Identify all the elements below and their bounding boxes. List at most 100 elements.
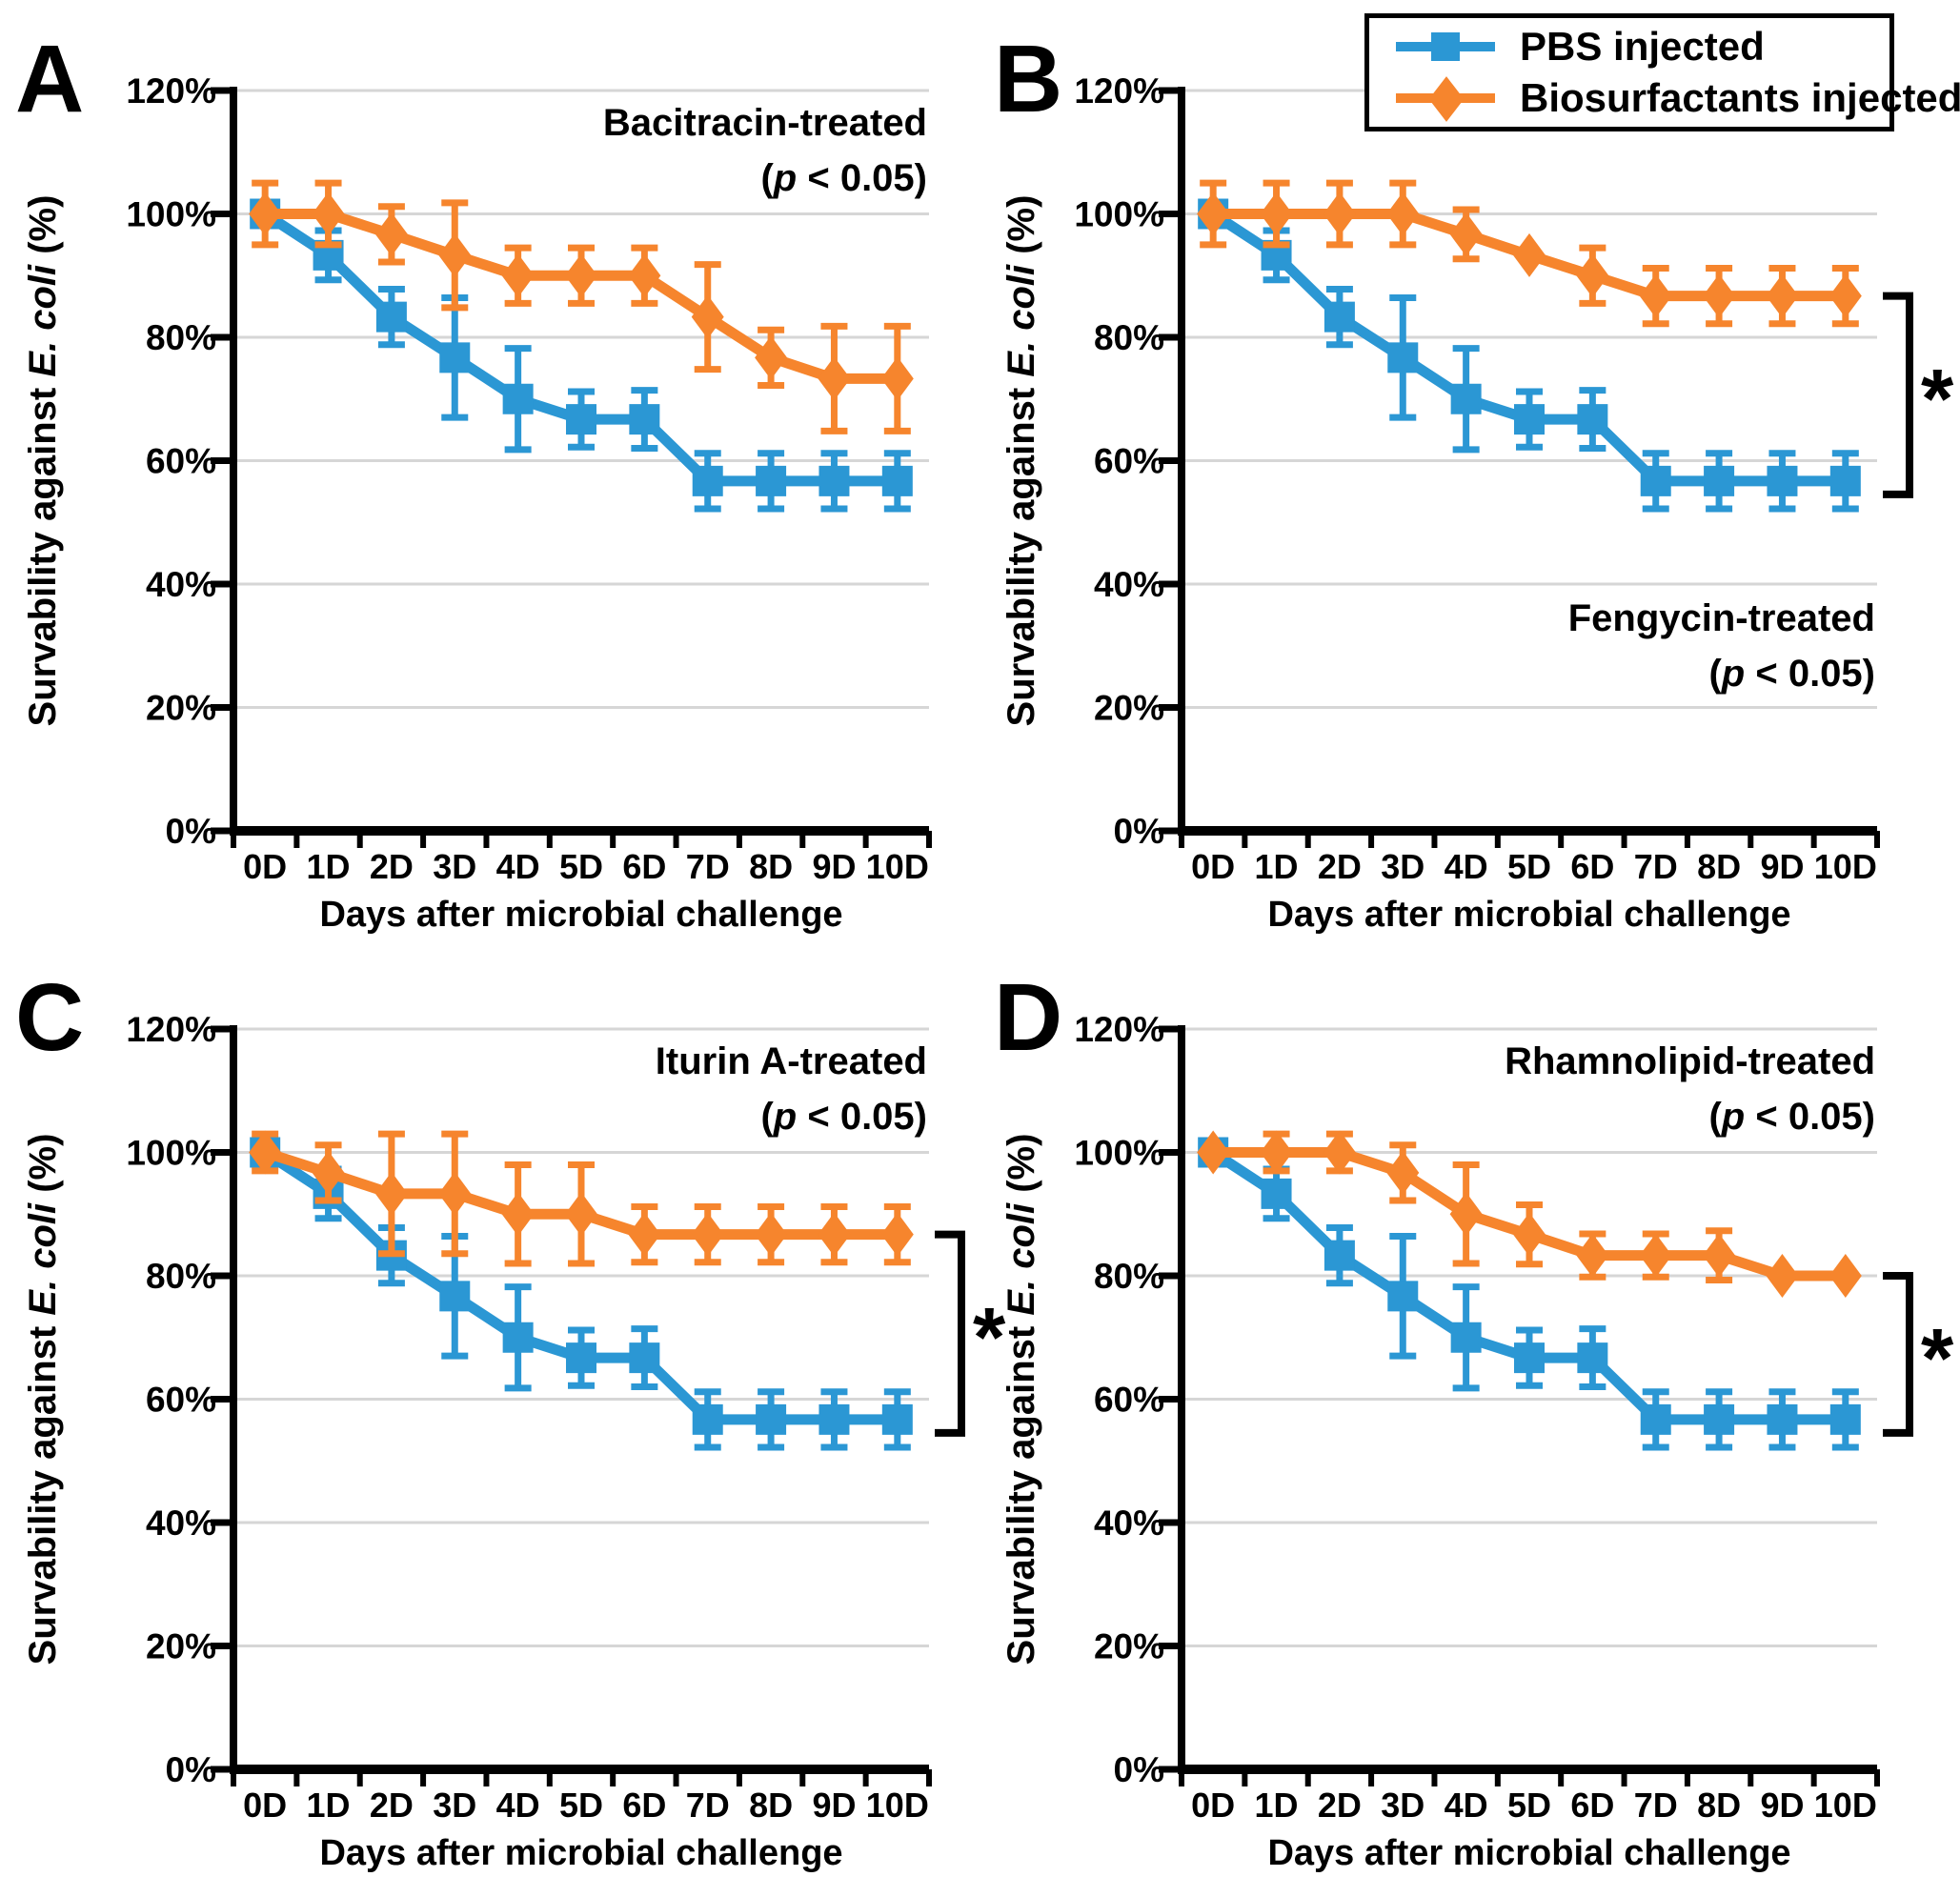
data-point-diamond (1703, 1233, 1736, 1278)
series-pbs-injected (1198, 198, 1861, 513)
series-biosurfactants-injected (1197, 179, 1862, 328)
data-point-diamond (1513, 232, 1546, 277)
data-point-diamond (880, 356, 914, 401)
data-point-square (629, 404, 660, 435)
gridlines (233, 89, 929, 709)
data-point-square (1640, 1403, 1671, 1435)
svg-text:8D: 8D (749, 847, 793, 886)
panel-letter-c: C (15, 964, 85, 1071)
svg-text:0%: 0% (1114, 812, 1164, 851)
biosurfactants-diamond-marker-icon (1428, 76, 1465, 122)
panel-a: 0% 20% 40% 60% 80% 100% 120% 0D 1D 2D 3D 4D 5D 6D 7D 8D… (0, 0, 981, 938)
x-tick-labels: 0D 1D 2D 3D 4D 5D 6D 7D 8D 9D 10D (243, 847, 929, 886)
svg-text:40%: 40% (146, 565, 216, 604)
axes (1159, 1025, 1880, 1786)
data-point-square (439, 1281, 471, 1312)
data-point-diamond (691, 294, 724, 339)
legend-item-pbs: PBS injected (1396, 24, 1889, 69)
svg-text:8D: 8D (749, 1786, 793, 1825)
gridlines (1182, 1027, 1877, 1647)
svg-text:6D: 6D (1570, 1786, 1614, 1825)
y-tick-labels: 0% 20% 40% 60% 80% 100% 120% (126, 71, 216, 851)
svg-text:4D: 4D (1445, 847, 1488, 886)
significance-bracket: * (1883, 292, 1954, 498)
treatment-label: Iturin A-treated (656, 1040, 927, 1082)
svg-text:0%: 0% (166, 812, 216, 851)
data-point-square (1577, 404, 1608, 435)
svg-text:0%: 0% (1114, 1750, 1164, 1789)
gridlines (233, 1027, 929, 1647)
svg-text:120%: 120% (1074, 1010, 1164, 1049)
svg-text:0D: 0D (243, 847, 287, 886)
data-point-diamond (501, 1192, 535, 1237)
data-point-diamond (501, 253, 535, 298)
svg-text:8D: 8D (1697, 847, 1741, 886)
data-point-diamond (438, 232, 472, 277)
data-point-diamond (818, 356, 851, 401)
y-axis-title: Survability against E. coli (%) (1000, 1134, 1042, 1665)
series-biosurfactants-injected (1197, 1130, 1862, 1298)
chart-a-host: 0% 20% 40% 60% 80% 100% 120% 0D 1D 2D 3D 4D 5D 6D 7D 8D… (0, 0, 981, 938)
data-point-diamond (1766, 273, 1799, 318)
data-point-diamond (1197, 192, 1230, 236)
data-point-diamond (1323, 1130, 1356, 1175)
svg-text:3D: 3D (1381, 847, 1425, 886)
data-point-square (1767, 465, 1798, 496)
svg-text:2D: 2D (1318, 1786, 1362, 1825)
svg-text:60%: 60% (1094, 442, 1164, 481)
data-point-square (692, 1403, 723, 1435)
svg-text:80%: 80% (1094, 1257, 1164, 1296)
data-point-diamond (628, 1212, 661, 1257)
data-point-square (1261, 1178, 1292, 1209)
svg-text:100%: 100% (1074, 195, 1164, 234)
x-axis-title: Days after microbial challenge (319, 895, 842, 935)
data-point-square (439, 342, 471, 373)
p-value-label: (p < 0.05) (1708, 1096, 1875, 1138)
data-point-diamond (249, 1130, 282, 1175)
data-point-square (1704, 1403, 1735, 1435)
svg-text:9D: 9D (1760, 1786, 1804, 1825)
pbs-legend-sample (1396, 25, 1495, 69)
significance-asterisk: * (973, 1290, 1006, 1384)
data-point-diamond (312, 1150, 345, 1195)
chart-C: 0% 20% 40% 60% 80% 100% 120% 0D 1D 2D 3D 4D 5D 6D 7D 8D… (22, 1010, 1006, 1873)
svg-text:20%: 20% (1094, 1627, 1164, 1666)
chart-d-host: 0% 20% 40% 60% 80% 100% 120% 0D 1D 2D 3D 4D 5D 6D 7D 8D… (979, 938, 1960, 1877)
svg-text:9D: 9D (1760, 847, 1804, 886)
data-point-diamond (1386, 192, 1420, 236)
svg-text:5D: 5D (1507, 847, 1551, 886)
data-point-square (756, 1403, 787, 1435)
svg-text:60%: 60% (1094, 1381, 1164, 1420)
svg-text:7D: 7D (686, 847, 730, 886)
significance-asterisk: * (1921, 1310, 1954, 1404)
series-biosurfactants-injected (249, 179, 914, 434)
legend-item-biosurfactants: Biosurfactants injected (1396, 75, 1960, 122)
data-point-diamond (312, 192, 345, 236)
data-point-diamond (1197, 1130, 1230, 1175)
x-tick-labels: 0D 1D 2D 3D 4D 5D 6D 7D 8D 9D 10D (1191, 1786, 1877, 1825)
chart-D: 0% 20% 40% 60% 80% 100% 120% 0D 1D 2D 3D 4D 5D 6D 7D 8D… (1000, 1010, 1954, 1873)
svg-text:40%: 40% (146, 1504, 216, 1543)
svg-text:0D: 0D (243, 1786, 287, 1825)
significance-bracket: * (935, 1230, 1006, 1437)
panel-letter-d: D (994, 964, 1063, 1071)
data-point-diamond (1513, 1212, 1546, 1257)
svg-text:120%: 120% (126, 71, 216, 111)
svg-text:80%: 80% (146, 318, 216, 357)
svg-text:9D: 9D (812, 847, 856, 886)
svg-text:20%: 20% (146, 1627, 216, 1666)
data-point-square (818, 465, 850, 496)
data-point-square (1514, 404, 1545, 435)
svg-text:9D: 9D (812, 1786, 856, 1825)
svg-text:20%: 20% (146, 689, 216, 728)
x-axis-title: Days after microbial challenge (1267, 895, 1790, 935)
data-point-square (502, 1322, 534, 1353)
data-point-diamond (1260, 1130, 1293, 1175)
data-point-diamond (438, 1171, 472, 1216)
svg-text:3D: 3D (1381, 1786, 1425, 1825)
panel-b: 0% 20% 40% 60% 80% 100% 120% 0D 1D 2D 3D 4D 5D 6D 7D 8D… (979, 0, 1960, 938)
y-axis-title: Survability against E. coli (%) (22, 1134, 64, 1665)
svg-text:7D: 7D (686, 1786, 730, 1825)
svg-text:100%: 100% (126, 195, 216, 234)
